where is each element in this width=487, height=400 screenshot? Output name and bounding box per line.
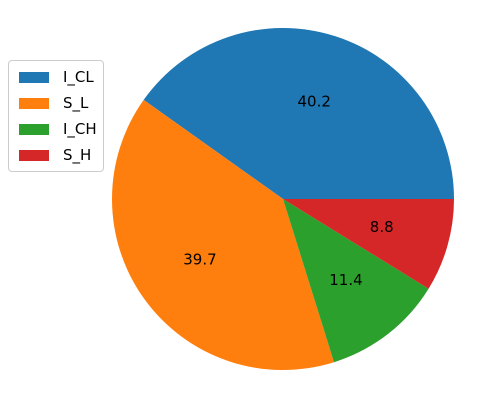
pie-slice-i-cl [143, 27, 455, 199]
legend-item-s-h: S_H [19, 145, 91, 165]
pie-slice-labels: 40.2 39.7 11.4 8.8 [183, 92, 393, 289]
legend-swatch-s-h [19, 149, 49, 161]
legend-swatch-i-cl [19, 71, 49, 83]
pie-slice-i-ch [283, 199, 429, 363]
legend-swatch-i-ch [19, 123, 49, 135]
legend-swatch-s-l [19, 97, 49, 109]
pie-slice-s-h [283, 199, 454, 289]
slice-label-i-cl: 40.2 [298, 92, 331, 110]
legend-label-s-h: S_H [63, 146, 92, 164]
legend-item-i-cl: I_CL [19, 67, 94, 87]
slice-label-s-l: 39.7 [183, 250, 216, 268]
legend-label-i-ch: I_CH [63, 120, 97, 138]
legend: I_CL S_L I_CH S_H [8, 60, 104, 172]
pie-slices [112, 27, 455, 370]
pie-slice-s-l [112, 99, 335, 370]
legend-item-s-l: S_L [19, 93, 88, 113]
slice-label-s-h: 8.8 [370, 218, 394, 236]
legend-label-s-l: S_L [63, 94, 89, 112]
legend-label-i-cl: I_CL [63, 68, 94, 86]
legend-item-i-ch: I_CH [19, 119, 97, 139]
slice-label-i-ch: 11.4 [329, 271, 362, 289]
